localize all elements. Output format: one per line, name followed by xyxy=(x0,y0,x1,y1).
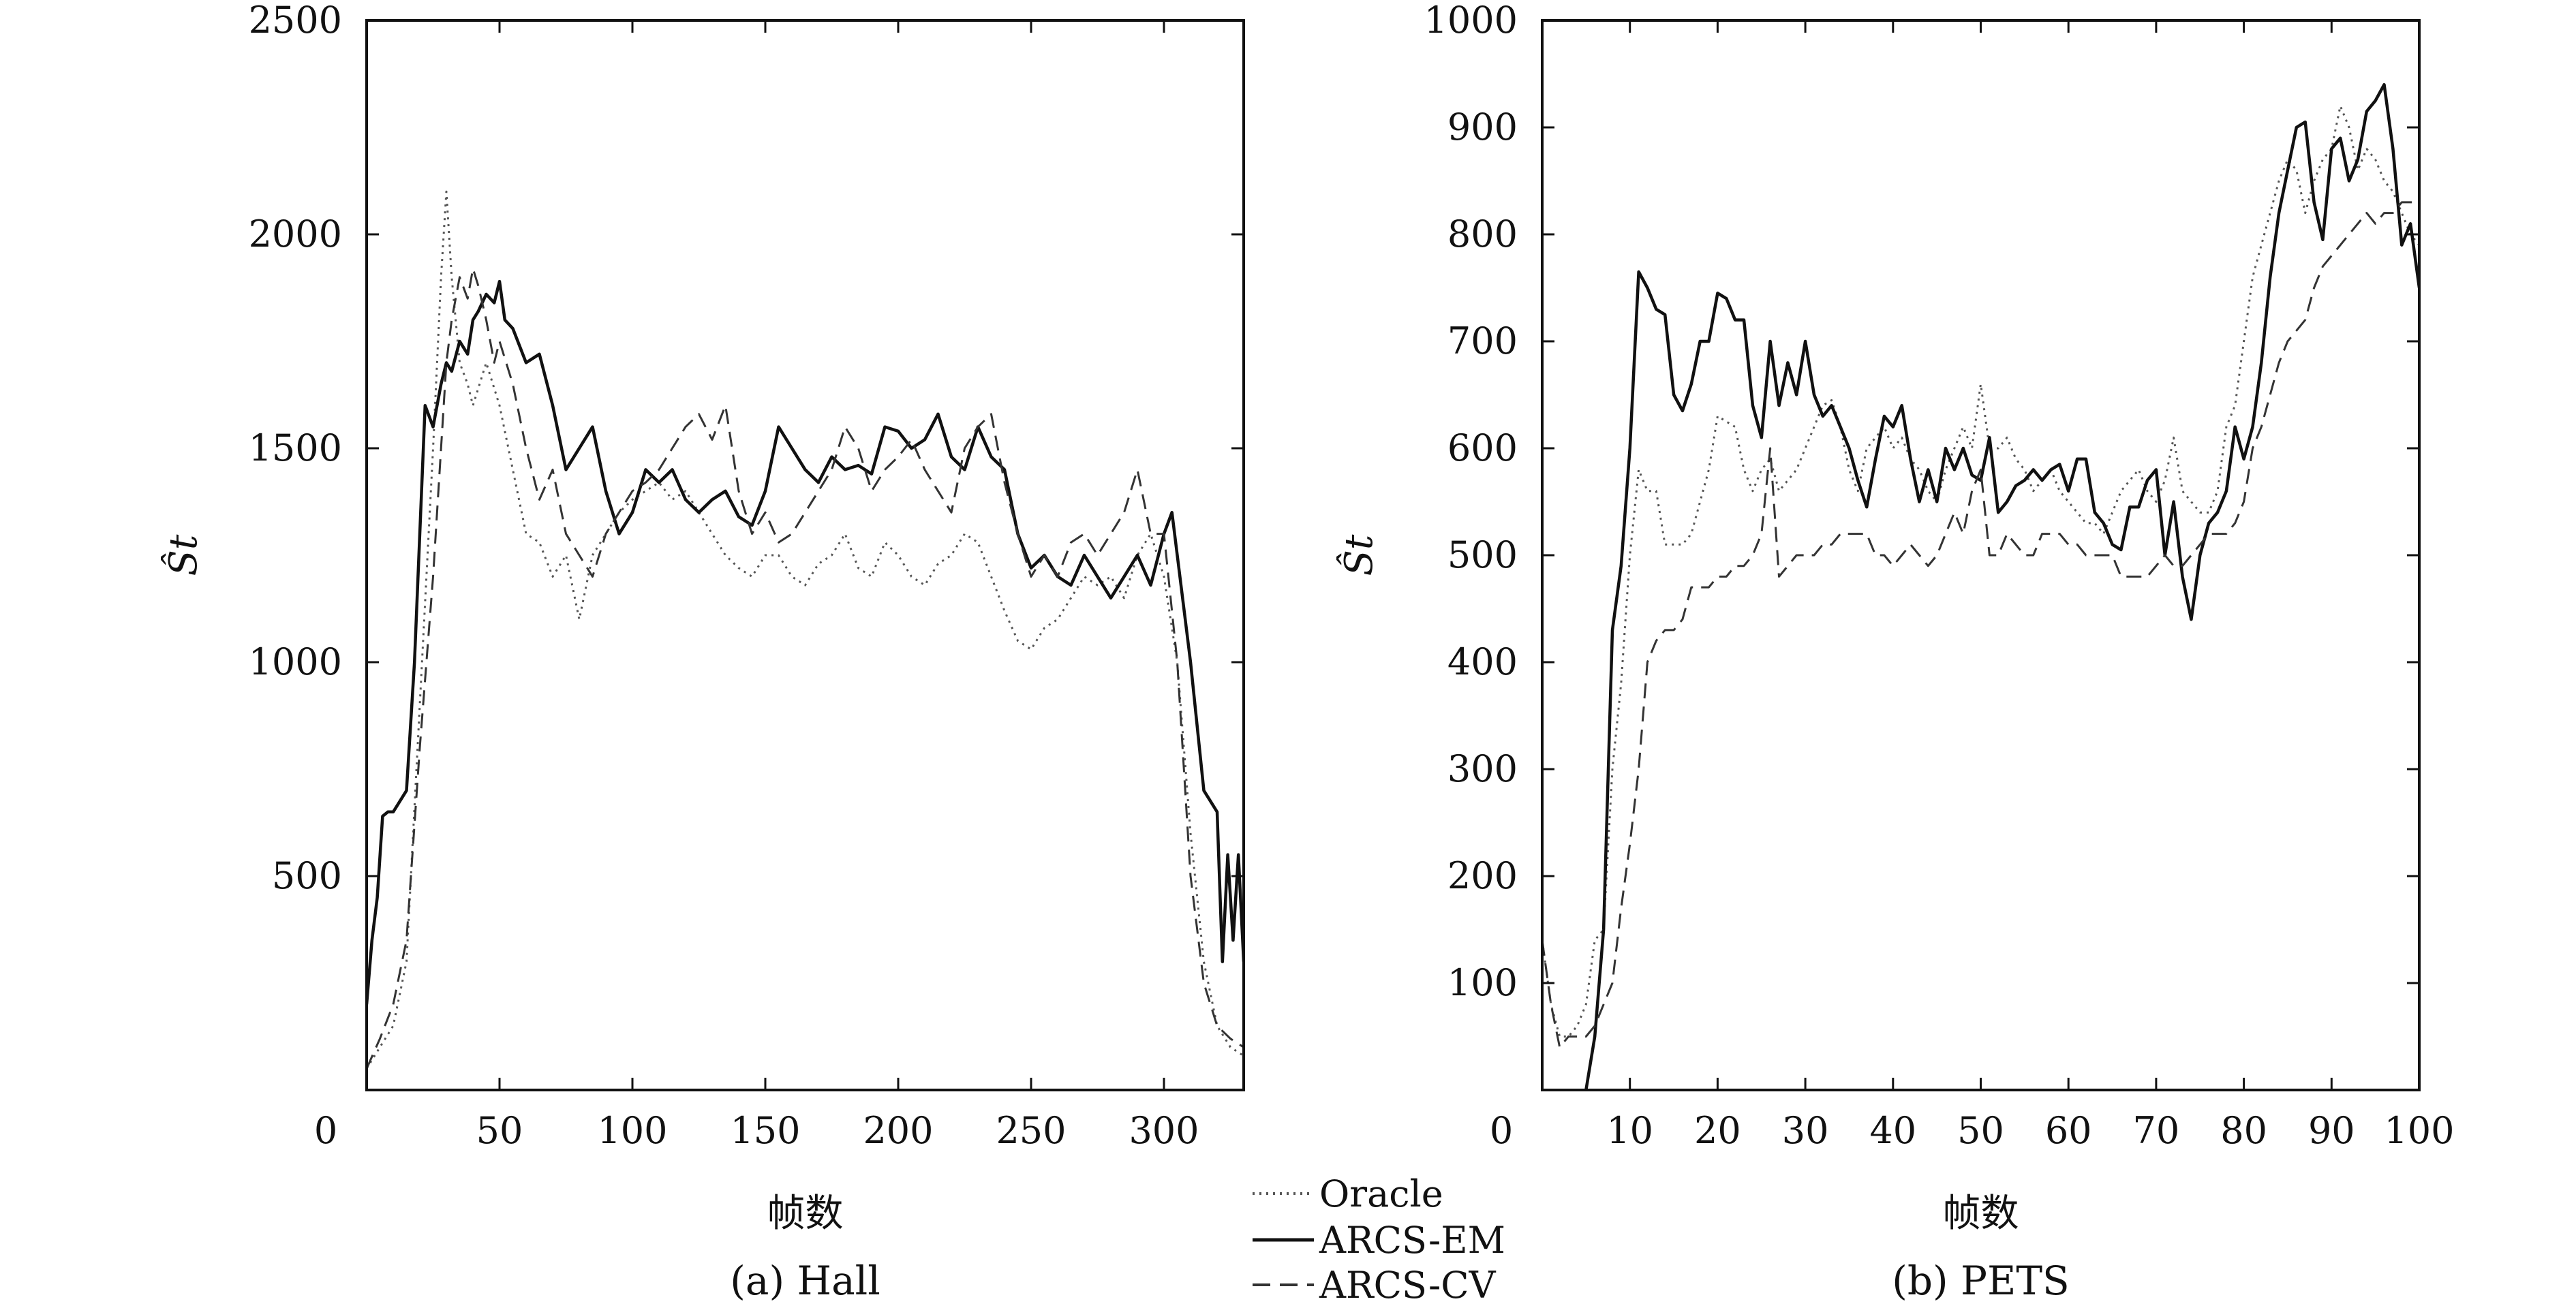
y-tick-label: 2500 xyxy=(249,0,342,42)
plot-frame xyxy=(1541,19,2421,1091)
legend-label-oracle: Oracle xyxy=(1319,1172,1443,1215)
y-tick-label: 200 xyxy=(1447,854,1518,897)
x-tick-label: 300 xyxy=(1129,1109,1199,1152)
x-tick-label: 60 xyxy=(2045,1109,2092,1152)
series-line-arcs-cv xyxy=(367,267,1244,1070)
legend-label-arcs-em: ARCS-EM xyxy=(1319,1219,1505,1262)
series-line-oracle xyxy=(367,190,1244,1070)
y-tick-label: 600 xyxy=(1447,426,1518,469)
series-line-arcs-cv xyxy=(1542,201,2419,1048)
y-axis-label: Ŝt xyxy=(160,534,206,576)
y-tick-label: 900 xyxy=(1447,106,1518,149)
y-tick-label: 800 xyxy=(1447,213,1518,255)
x-tick-label: 200 xyxy=(863,1109,933,1152)
y-tick-label: 400 xyxy=(1447,640,1518,683)
y-tick-label: 500 xyxy=(272,854,342,897)
chart-panel-hall: 0 50 100 150 200 250 300 500 1000 1500 2000 2500 帧数 Ŝ… xyxy=(160,0,1245,1304)
x-tick-label: 50 xyxy=(1957,1109,2004,1152)
plot-frame xyxy=(365,19,1245,1091)
y-tick-label: 1000 xyxy=(1424,0,1518,42)
y-tick-label: 1000 xyxy=(249,640,342,683)
x-tick-label: 10 xyxy=(1606,1109,1653,1152)
x-tick-label: 0 xyxy=(314,1109,337,1152)
chart-caption: (b) PETS xyxy=(1892,1258,2070,1304)
y-tick-label: 100 xyxy=(1447,961,1518,1004)
y-tick-label: 300 xyxy=(1447,747,1518,790)
x-tick-label: 40 xyxy=(1869,1109,1916,1152)
x-axis-label: 帧数 xyxy=(767,1192,844,1236)
x-tick-label: 80 xyxy=(2220,1109,2267,1152)
y-axis-label: Ŝt xyxy=(1336,534,1381,576)
x-tick-label: 100 xyxy=(597,1109,667,1152)
x-tick-label: 150 xyxy=(730,1109,800,1152)
x-tick-label: 30 xyxy=(1782,1109,1829,1152)
x-tick-label: 70 xyxy=(2133,1109,2180,1152)
series-line-oracle xyxy=(1542,105,2419,1038)
x-tick-label: 20 xyxy=(1694,1109,1741,1152)
x-tick-label: 100 xyxy=(2384,1109,2454,1152)
chart-caption: (a) Hall xyxy=(730,1258,880,1304)
x-tick-label: 250 xyxy=(996,1109,1066,1152)
y-tick-label: 2000 xyxy=(249,213,342,255)
x-tick-label: 50 xyxy=(476,1109,523,1152)
x-tick-label: 90 xyxy=(2308,1109,2355,1152)
x-tick-label: 0 xyxy=(1490,1109,1513,1152)
legend-label-arcs-cv: ARCS-CV xyxy=(1319,1264,1497,1307)
chart-panel-pets: 0 10 20 30 40 50 60 70 80 90 100 100 200 300 400 500 600… xyxy=(1336,0,2455,1304)
x-axis-label: 帧数 xyxy=(1943,1192,2019,1236)
legend: Oracle ARCS-EM ARCS-CV xyxy=(1253,1172,1505,1307)
y-tick-label: 700 xyxy=(1447,320,1518,362)
series-line-arcs-em xyxy=(367,279,1244,1005)
y-tick-label: 500 xyxy=(1447,533,1518,576)
y-tick-label: 1500 xyxy=(249,426,342,469)
series-line-arcs-em xyxy=(1584,82,2419,1090)
